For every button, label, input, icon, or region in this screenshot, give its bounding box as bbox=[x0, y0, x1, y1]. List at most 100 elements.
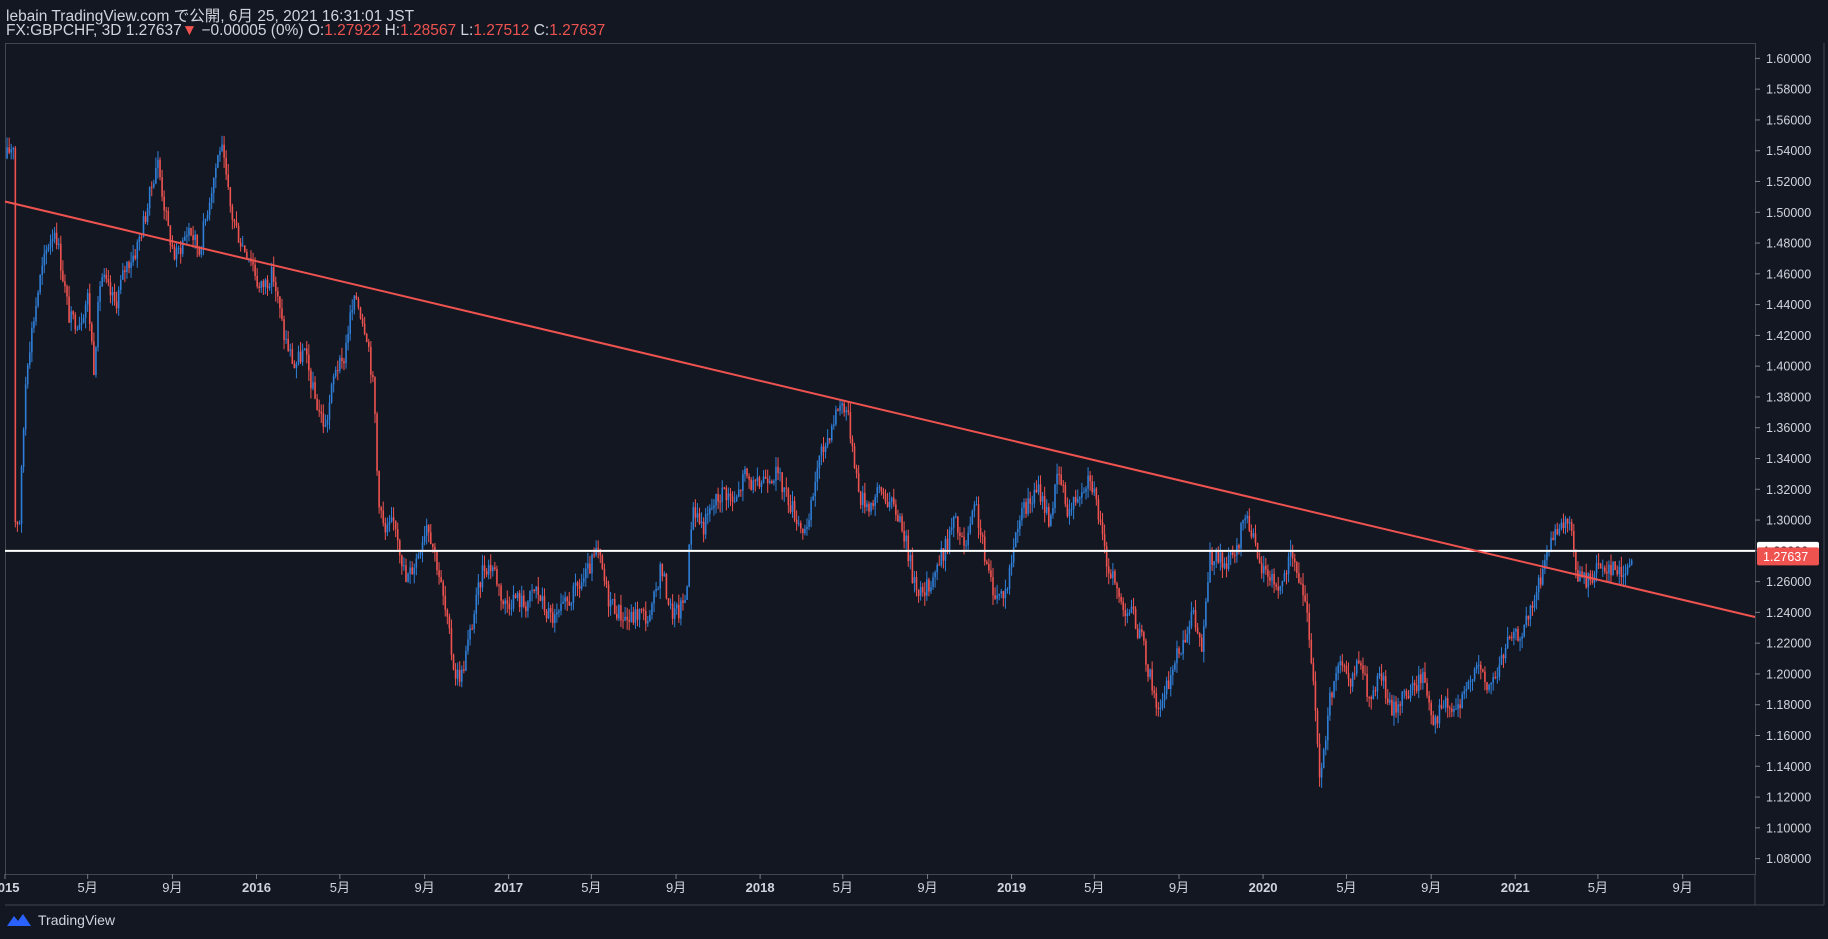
candle-body bbox=[1091, 481, 1094, 493]
candle-body bbox=[756, 477, 759, 481]
candle-body bbox=[1583, 572, 1585, 578]
candle-body bbox=[611, 599, 614, 601]
candle-body bbox=[109, 282, 112, 296]
candle-body bbox=[1347, 672, 1350, 679]
candle-body bbox=[260, 281, 263, 289]
candle-body bbox=[1482, 669, 1484, 672]
candle-body bbox=[217, 155, 219, 168]
candle-body bbox=[1397, 704, 1399, 713]
candle-body bbox=[839, 405, 841, 411]
candle-body bbox=[376, 413, 378, 472]
candle-body bbox=[1500, 655, 1503, 665]
candle-body bbox=[1145, 640, 1147, 665]
candle-body bbox=[684, 599, 686, 603]
candle-body bbox=[448, 616, 451, 629]
candle-body bbox=[359, 307, 362, 319]
candle-body bbox=[843, 403, 845, 413]
brand-footer: TradingView bbox=[6, 910, 115, 930]
candle-body bbox=[258, 286, 261, 289]
candle-body bbox=[78, 324, 81, 329]
candle-body bbox=[1227, 554, 1230, 569]
candle-body bbox=[1223, 563, 1226, 568]
candle-body bbox=[731, 496, 734, 502]
candle-body bbox=[543, 596, 546, 611]
candle-body bbox=[1039, 484, 1042, 502]
candle-body bbox=[274, 281, 277, 292]
high-value: 1.28567 bbox=[400, 22, 457, 39]
candle-body bbox=[1341, 661, 1344, 666]
candle-body bbox=[421, 542, 424, 553]
candle-body bbox=[483, 565, 486, 571]
candle-body bbox=[1382, 676, 1385, 681]
candle-body bbox=[816, 468, 819, 483]
price-tick-label: 1.10000 bbox=[1766, 821, 1811, 835]
candle-body bbox=[895, 504, 897, 516]
candle-body bbox=[1045, 507, 1048, 513]
candle-body bbox=[341, 357, 343, 362]
candle-body bbox=[1136, 628, 1139, 638]
candle-body bbox=[1122, 601, 1125, 610]
candle-body bbox=[1604, 567, 1606, 572]
candle-body bbox=[1550, 537, 1552, 551]
candle-body bbox=[1291, 550, 1294, 559]
candle-body bbox=[723, 487, 726, 489]
candle-body bbox=[49, 241, 52, 248]
candle-body bbox=[884, 493, 887, 502]
candle-body bbox=[539, 594, 542, 601]
candle-body bbox=[700, 521, 703, 524]
candle-body bbox=[516, 593, 519, 599]
price-tick-label: 1.40000 bbox=[1766, 360, 1811, 374]
candle-body bbox=[438, 570, 440, 577]
candle-body bbox=[804, 528, 806, 534]
candle-body bbox=[1372, 690, 1375, 700]
candle-body bbox=[117, 289, 120, 309]
candle-body bbox=[235, 221, 238, 226]
candle-body bbox=[878, 487, 881, 489]
time-tick-label: 9月 bbox=[1421, 880, 1441, 895]
candle-body bbox=[88, 293, 91, 324]
candle-body bbox=[758, 477, 761, 487]
candle-body bbox=[351, 309, 354, 313]
candle-body bbox=[310, 370, 312, 389]
candle-body bbox=[18, 523, 21, 525]
candle-body bbox=[849, 411, 852, 439]
candle-body bbox=[241, 245, 244, 247]
candle-body bbox=[1203, 626, 1205, 652]
candle-body bbox=[618, 605, 620, 619]
candle-body bbox=[1068, 509, 1071, 517]
candle-body bbox=[446, 609, 449, 617]
candle-body bbox=[754, 480, 757, 482]
candle-body bbox=[279, 296, 281, 309]
candle-body bbox=[957, 516, 959, 533]
candle-body bbox=[1242, 520, 1244, 524]
last-price-label-box bbox=[1757, 547, 1819, 566]
candle-body bbox=[380, 507, 382, 511]
candle-body bbox=[533, 589, 535, 592]
candle-body bbox=[1506, 636, 1509, 649]
candle-body bbox=[167, 211, 170, 226]
candle-body bbox=[66, 286, 68, 297]
candle-body bbox=[37, 292, 39, 306]
candle-body bbox=[45, 250, 48, 254]
candle-body bbox=[1019, 520, 1021, 529]
candle-body bbox=[357, 298, 360, 308]
candle-body bbox=[1407, 695, 1410, 699]
candle-body bbox=[919, 586, 922, 596]
candle-body bbox=[415, 558, 418, 568]
candle-body bbox=[766, 478, 769, 483]
candle-body bbox=[1035, 489, 1038, 493]
candle-body bbox=[1432, 715, 1435, 725]
candle-body bbox=[1463, 691, 1466, 694]
candle-body bbox=[434, 547, 436, 553]
candle-body bbox=[1279, 586, 1282, 591]
candle-body bbox=[1149, 669, 1151, 677]
candle-body bbox=[562, 601, 564, 604]
candle-body bbox=[31, 328, 33, 353]
candle-body bbox=[504, 600, 506, 605]
candle-body bbox=[1289, 550, 1292, 557]
candle-body bbox=[1132, 606, 1135, 609]
candle-body bbox=[1496, 676, 1499, 678]
candle-body bbox=[514, 594, 517, 599]
candle-body bbox=[144, 216, 147, 222]
